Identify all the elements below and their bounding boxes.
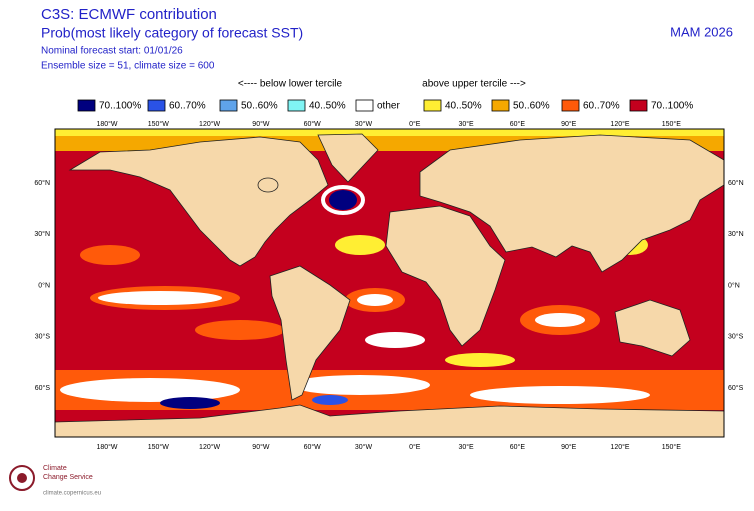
- lon-label: 120°W: [199, 443, 220, 451]
- lat-label: 30°N: [34, 230, 50, 238]
- patches: [55, 185, 724, 410]
- lon-label: 180°W: [96, 120, 117, 128]
- period: MAM 2026: [670, 24, 733, 39]
- legend-label: 60..70%: [169, 101, 206, 112]
- lon-label: 30°W: [355, 120, 373, 128]
- map-frame: [54, 128, 725, 438]
- lat-label: 30°N: [728, 230, 744, 238]
- lat-label: 0°N: [728, 281, 740, 289]
- title: C3S: ECMWF contribution: [41, 6, 217, 23]
- legend-swatch: [491, 99, 510, 112]
- lon-label: 90°W: [252, 443, 270, 451]
- lon-label: 60°W: [304, 443, 322, 451]
- land: [54, 133, 725, 438]
- lon-label: 180°W: [96, 443, 117, 451]
- lon-label: 0°E: [409, 120, 421, 128]
- lon-label: 30°E: [458, 120, 474, 128]
- lon-label: 120°E: [610, 443, 629, 451]
- arctic-band: [55, 129, 724, 136]
- legend-label: 70..100%: [99, 101, 141, 112]
- legend-swatch: [219, 99, 238, 112]
- lon-label: 0°E: [409, 443, 421, 451]
- legend-swatch: [423, 99, 442, 112]
- legend-label: 40..50%: [445, 101, 482, 112]
- url: climate.copernicus.eu: [43, 491, 101, 497]
- legend-below: <---- below lower tercile: [238, 79, 343, 90]
- lon-label: 90°W: [252, 120, 270, 128]
- legend-label: other: [377, 101, 400, 112]
- info-line: Ensemble size = 51, climate size = 600: [41, 61, 215, 72]
- lon-label: 60°E: [510, 443, 526, 451]
- legend-label: 50..60%: [513, 101, 550, 112]
- lat-label: 60°S: [728, 384, 744, 392]
- legend-above: above upper tercile --->: [422, 79, 526, 90]
- lat-label: 60°N: [34, 179, 50, 187]
- legend-swatch: [77, 99, 96, 112]
- lon-label: 90°E: [561, 443, 577, 451]
- lon-label: 90°E: [561, 120, 577, 128]
- legend-swatch: [287, 99, 306, 112]
- lon-label: 150°E: [662, 120, 681, 128]
- lon-label: 120°W: [199, 120, 220, 128]
- graticule-labels: 180°W 180°W 150°W 150°W 120°W 120°W 90°W 90°W 60…: [34, 120, 743, 451]
- lon-label: 150°E: [662, 443, 681, 451]
- legend-label: 40..50%: [309, 101, 346, 112]
- lon-label: 60°E: [510, 120, 526, 128]
- legend-label: 70..100%: [651, 101, 693, 112]
- brand: Climate: [43, 465, 67, 472]
- map: [54, 128, 725, 438]
- lat-label: 30°S: [728, 333, 744, 341]
- info-line: Nominal forecast start: 01/01/26: [41, 46, 183, 57]
- lat-label: 30°S: [35, 333, 51, 341]
- legend-swatch: [629, 99, 648, 112]
- lon-label: 60°W: [304, 120, 322, 128]
- lon-label: 30°E: [458, 443, 474, 451]
- lat-label: 60°N: [728, 179, 744, 187]
- lat-label: 0°N: [38, 281, 50, 289]
- legend-swatch: [561, 99, 580, 112]
- legend-label: 60..70%: [583, 101, 620, 112]
- legend-label: 50..60%: [241, 101, 278, 112]
- subtitle: Prob(most likely category of forecast SS…: [41, 25, 303, 41]
- legend-swatch: [147, 99, 166, 112]
- lon-label: 120°E: [610, 120, 629, 128]
- legend: 70..100% 60..70% 50..60% 40..50% other 40..50…: [77, 99, 693, 112]
- lon-label: 150°W: [148, 120, 169, 128]
- legend-swatch: [355, 99, 374, 112]
- lon-label: 30°W: [355, 443, 373, 451]
- brand: Change Service: [43, 474, 93, 481]
- lon-label: 150°W: [148, 443, 169, 451]
- logo: [9, 465, 35, 491]
- lat-label: 60°S: [35, 384, 51, 392]
